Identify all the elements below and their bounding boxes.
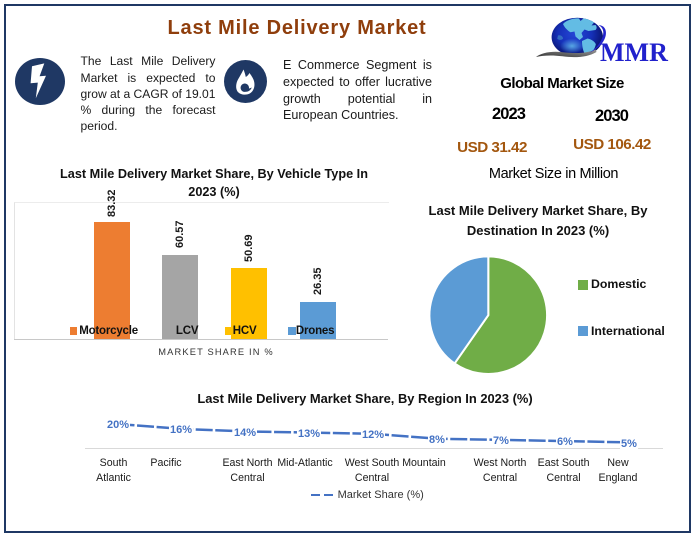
svg-text:MMR: MMR (600, 38, 668, 67)
